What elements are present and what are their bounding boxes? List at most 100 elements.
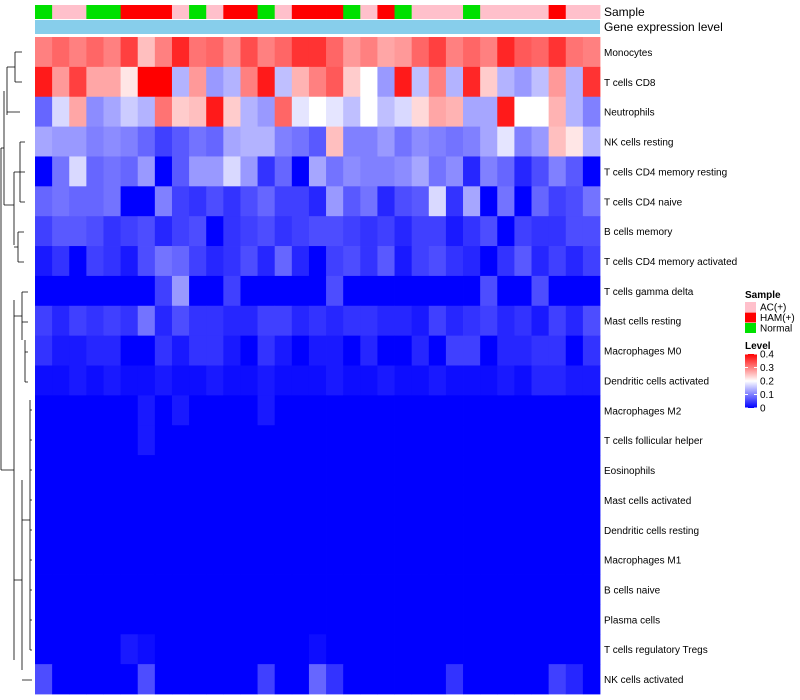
heatmap-cell [343, 514, 361, 546]
heatmap-cell [52, 455, 70, 486]
heatmap-cell [497, 425, 515, 456]
level-legend-tick-label: 0.4 [760, 350, 774, 361]
dendrogram-branch [3, 91, 25, 263]
heatmap-cell [531, 305, 550, 337]
heatmap-cell [497, 365, 515, 396]
heatmap-cell [548, 664, 567, 695]
heatmap-cell [377, 634, 395, 665]
heatmap-cell [137, 156, 156, 187]
heatmap-cell [35, 37, 53, 68]
heatmap-cell [154, 156, 173, 187]
heatmap-cell [411, 246, 430, 277]
level-legend: Level 0.4 0.3 0.2 0.1 0 [745, 341, 774, 415]
heatmap-cell [154, 96, 173, 127]
heatmap-cell [514, 66, 532, 98]
heatmap-cell [291, 455, 310, 486]
heatmap-cell [291, 335, 310, 366]
heatmap-cell [343, 216, 361, 247]
heatmap-cell [274, 37, 293, 68]
heatmap-cell [120, 365, 139, 396]
sample-annotation-cell [35, 5, 53, 19]
heatmap-cell [360, 544, 378, 575]
heatmap-cell [565, 514, 584, 546]
level-legend-tick-label: 0.2 [760, 377, 774, 388]
heatmap-cell [343, 96, 361, 127]
heatmap-cell [411, 156, 430, 187]
row-label: B cells memory [604, 227, 672, 238]
heatmap-cell [291, 514, 310, 546]
heatmap-cell [206, 514, 224, 546]
heatmap-cell [343, 126, 361, 157]
heatmap-cell [411, 544, 430, 575]
heatmap-cell [137, 335, 156, 366]
heatmap-cell [189, 37, 207, 68]
heatmap-cell [240, 275, 258, 307]
sample-annotation-cell [531, 5, 550, 19]
heatmap-cell [257, 66, 276, 98]
heatmap-cell [171, 544, 190, 575]
heatmap-cell [480, 544, 498, 575]
sample-annotation-cell [291, 5, 310, 19]
heatmap-cell [223, 37, 241, 68]
heatmap-cell [120, 156, 139, 187]
sample-annotation-cell [240, 5, 258, 19]
heatmap-cell [86, 66, 104, 98]
heatmap-cell [531, 96, 550, 127]
heatmap-cell [189, 574, 207, 605]
heatmap-cell [343, 634, 361, 665]
heatmap-cell [343, 365, 361, 396]
heatmap-cell [428, 305, 447, 337]
row-label: Macrophages M2 [604, 406, 682, 417]
heatmap-cell [582, 126, 601, 157]
heatmap-cell [428, 156, 447, 187]
heatmap-cell [86, 634, 104, 665]
heatmap-cell [308, 365, 327, 396]
heatmap-cell [480, 395, 498, 426]
heatmap-cell [120, 604, 139, 635]
heatmap-cell [223, 305, 241, 337]
heatmap-cell [343, 186, 361, 217]
heatmap-cell [171, 96, 190, 127]
heatmap-cell [394, 484, 413, 516]
heatmap-cell [463, 186, 481, 217]
heatmap-cell [206, 544, 224, 575]
heatmap-cell [411, 305, 430, 337]
heatmap-cell [223, 455, 241, 486]
heatmap-cell [120, 335, 139, 366]
heatmap-cell [308, 514, 327, 546]
heatmap-cell [206, 186, 224, 217]
heatmap-cell [257, 96, 276, 127]
heatmap-cell [189, 126, 207, 157]
heatmap-cell [35, 275, 53, 307]
heatmap-cell [171, 37, 190, 68]
heatmap-cell [223, 275, 241, 307]
heatmap-cell [86, 365, 104, 396]
heatmap-cell [548, 395, 567, 426]
heatmap-cell [308, 634, 327, 665]
heatmap-cell [497, 544, 515, 575]
heatmap-cell [120, 634, 139, 665]
heatmap-cell [86, 395, 104, 426]
dendrogram-branch [14, 291, 28, 383]
heatmap-cell [137, 544, 156, 575]
heatmap-cell [360, 484, 378, 516]
heatmap-cell [480, 574, 498, 605]
heatmap-cell [565, 37, 584, 68]
heatmap-cell [548, 574, 567, 605]
heatmap-cell [445, 634, 464, 665]
sample-annotation-cell [360, 5, 378, 19]
heatmap-cell [565, 574, 584, 605]
heatmap-cell [154, 604, 173, 635]
heatmap-cell [343, 305, 361, 337]
heatmap-cell [52, 126, 70, 157]
sample-annotation-cell [206, 5, 224, 19]
heatmap-cell [326, 305, 344, 337]
heatmap-cell [445, 455, 464, 486]
heatmap-cell [497, 574, 515, 605]
heatmap-cell [445, 544, 464, 575]
heatmap-cell [343, 335, 361, 366]
row-label: Plasma cells [604, 615, 660, 626]
sample-legend-swatch [745, 312, 756, 323]
heatmap-cell [548, 484, 567, 516]
heatmap-cell [274, 604, 293, 635]
